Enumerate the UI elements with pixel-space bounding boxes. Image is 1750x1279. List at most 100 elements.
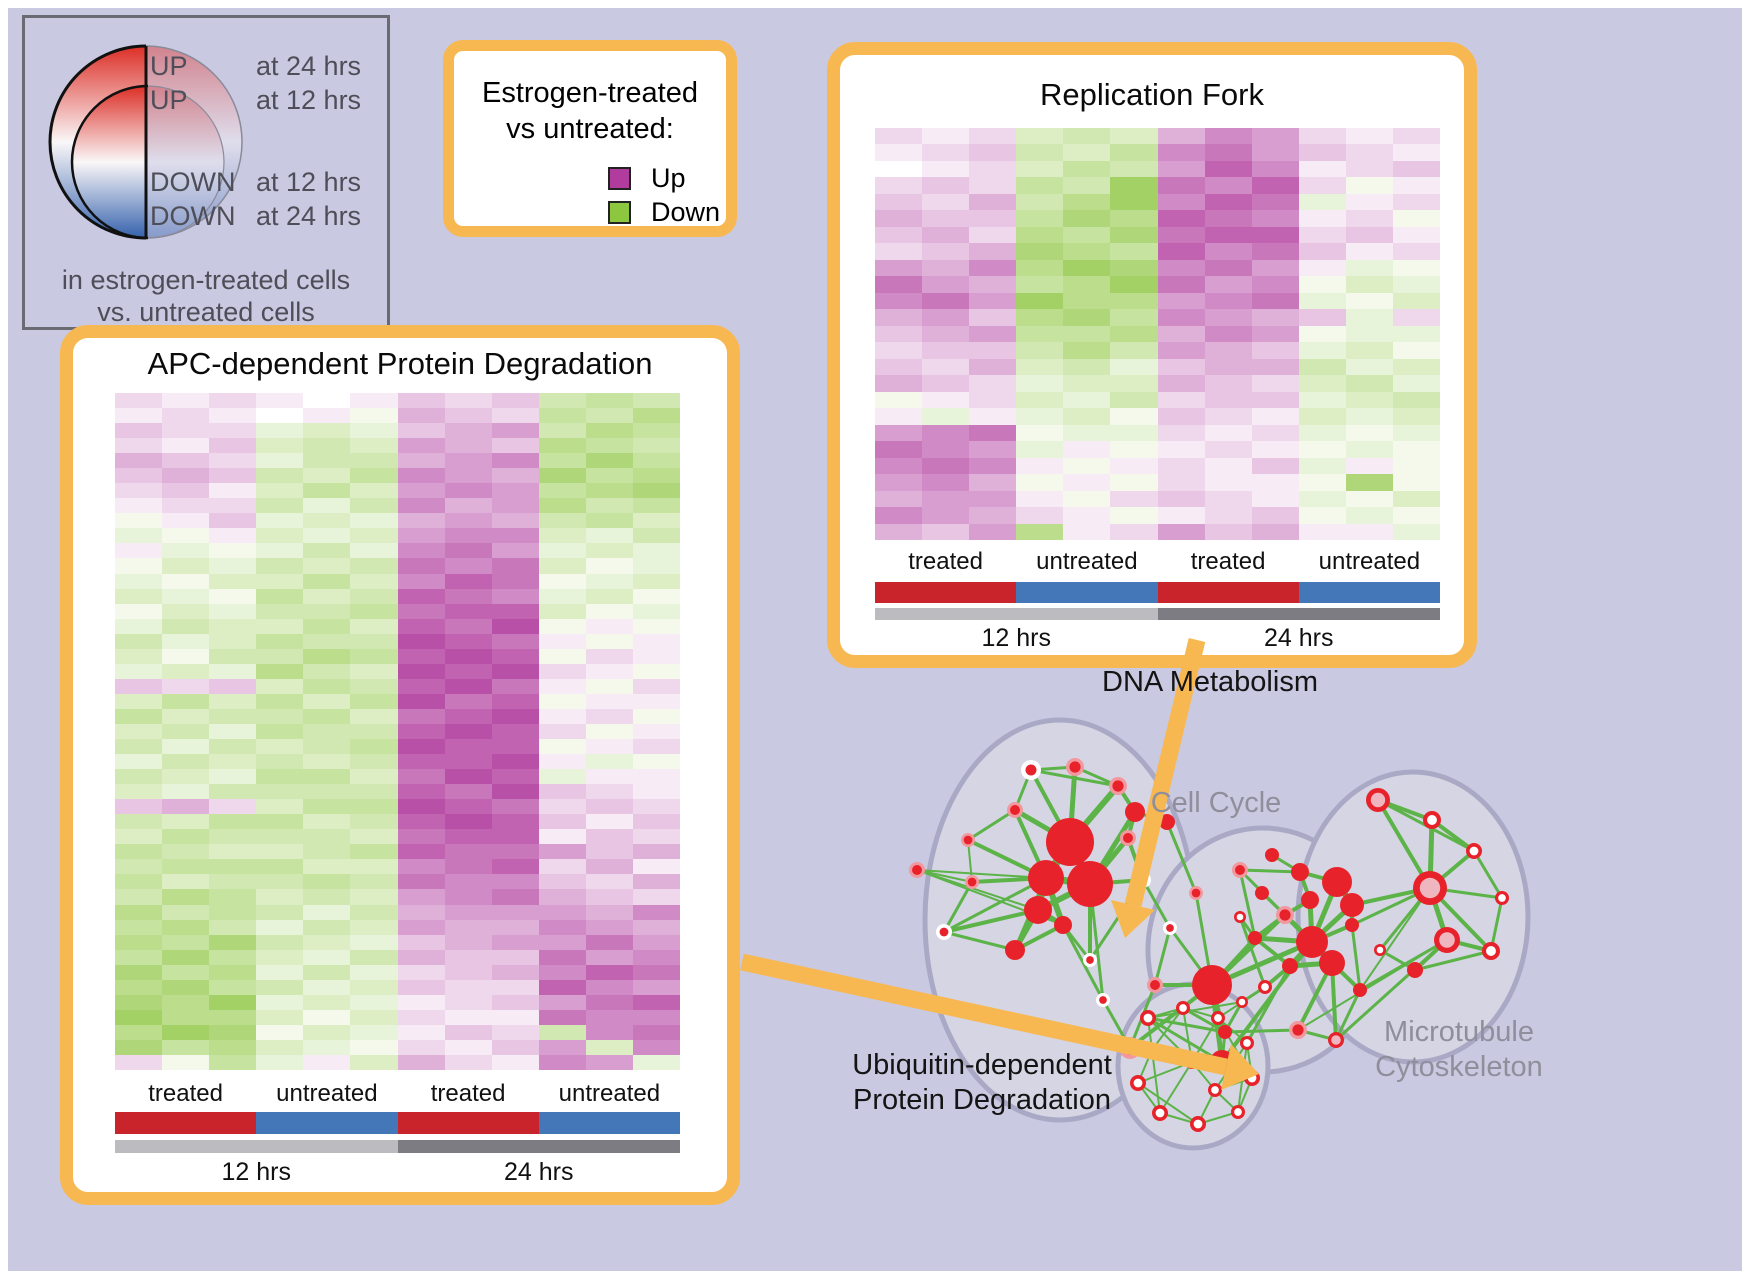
heatmap-cell <box>1157 375 1206 393</box>
heatmap-cell <box>1298 408 1347 426</box>
heatmap-cell <box>256 708 304 725</box>
heatmap-cell <box>444 618 493 635</box>
timepoint-label: 12 hrs <box>221 1158 291 1186</box>
heatmap-cell <box>632 754 680 770</box>
heatmap-cell <box>209 1054 257 1070</box>
heatmap-cell <box>632 769 680 785</box>
heatmap-cell <box>875 193 923 211</box>
heatmap-cell <box>491 678 540 695</box>
timepoint-bar <box>875 608 1158 620</box>
heatmap-cell <box>538 859 587 876</box>
heatmap-cell <box>209 708 257 725</box>
heatmap-cell <box>585 453 634 469</box>
network-edge <box>1159 1061 1193 1114</box>
heatmap-cell <box>1345 144 1394 162</box>
heatmap-cell <box>209 513 257 529</box>
legend-row-level: UP <box>150 85 188 115</box>
heatmap-cell <box>1345 325 1394 343</box>
panel-title: Replication Fork <box>1040 77 1264 112</box>
heatmap-cell <box>1063 243 1111 261</box>
heatmap-cell <box>1298 177 1347 195</box>
heatmap-cell <box>1345 309 1394 327</box>
heatmap-cell <box>969 358 1017 376</box>
condition-color-bar <box>256 1112 398 1134</box>
heatmap-cell <box>491 1054 540 1070</box>
network-node <box>1345 918 1359 932</box>
heatmap-cell <box>585 739 634 755</box>
heatmap-cell <box>209 453 257 469</box>
heatmap-cell <box>1298 144 1347 162</box>
heatmap-cell <box>1063 441 1111 459</box>
heatmap-cell <box>491 513 540 529</box>
heatmap-cell <box>538 693 587 710</box>
network-node-core <box>1419 877 1441 899</box>
heatmap-cell <box>922 408 970 426</box>
heatmap-cell <box>303 573 351 590</box>
heatmap-cell <box>444 1039 493 1056</box>
heatmap-cell <box>1110 507 1159 525</box>
heatmap-cell <box>585 543 634 560</box>
heatmap-cell <box>1204 259 1253 277</box>
heatmap-cell <box>538 1009 587 1026</box>
heatmap-cell <box>162 438 210 454</box>
timepoint-bar <box>397 1140 680 1153</box>
network-edge <box>1489 897 1504 952</box>
heatmap-cell <box>209 423 257 439</box>
heatmap-cell <box>303 663 351 680</box>
heatmap-cell <box>115 769 163 785</box>
heatmap-cell <box>969 457 1017 475</box>
heatmap-cell <box>1251 160 1300 179</box>
heatmap-cell <box>303 423 351 439</box>
heatmap-cell <box>256 558 304 575</box>
heatmap-cell <box>1157 292 1206 310</box>
heatmap-cell <box>397 814 446 830</box>
heatmap-cell <box>585 814 634 830</box>
heatmap-cell <box>1063 490 1111 508</box>
heatmap-cell <box>209 814 257 830</box>
heatmap-cell <box>1345 507 1394 525</box>
heatmap-cell <box>256 904 304 921</box>
heatmap-cell <box>444 453 493 469</box>
heatmap-cell <box>397 663 446 680</box>
heatmap-cell <box>115 1054 163 1070</box>
heatmap-cell <box>397 904 446 921</box>
heatmap-cell <box>632 453 680 469</box>
heatmap-cell <box>444 708 493 725</box>
heatmap-cell <box>491 468 540 484</box>
heatmap-cell <box>969 160 1017 179</box>
network-node <box>1028 860 1064 896</box>
heatmap-cell <box>632 964 680 981</box>
heatmap-cell <box>397 859 446 876</box>
heatmap-cell <box>1298 358 1347 376</box>
heatmap-cell <box>350 784 399 800</box>
heatmap-cell <box>115 799 163 815</box>
network-edge <box>942 881 974 933</box>
heatmap-cell <box>444 994 493 1011</box>
network-node-core <box>1370 792 1386 808</box>
cluster-label-cell-cycle: Cell Cycle <box>1150 787 1282 819</box>
heatmap-cell <box>162 1009 210 1026</box>
heatmap-cell <box>875 160 923 179</box>
heatmap-cell <box>491 979 540 996</box>
heatmap-cell <box>397 453 446 469</box>
heatmap-cell <box>1298 128 1347 146</box>
network-edge <box>1297 939 1448 1031</box>
heatmap-cell <box>1251 358 1300 376</box>
heatmap-cell <box>491 393 540 409</box>
heatmap-cell <box>115 543 163 560</box>
heatmap-cell <box>397 483 446 499</box>
heatmap-cell <box>303 784 351 800</box>
network-edge <box>1224 1028 1299 1034</box>
heatmap-cell <box>1204 441 1253 459</box>
heatmap-cell <box>585 799 634 815</box>
network-node-core <box>1243 1039 1251 1047</box>
heatmap-cell <box>350 739 399 755</box>
heatmap-cell <box>585 844 634 860</box>
network-node-core <box>1427 815 1437 825</box>
heatmap-cell <box>538 438 587 454</box>
heatmap-cell <box>1251 523 1300 540</box>
expression-legend-box: UP at 24 hrs UP at 12 hrs DOWN at 12 hrs… <box>22 15 390 330</box>
heatmap-cell <box>1063 259 1111 277</box>
heatmap-cell <box>632 994 680 1011</box>
